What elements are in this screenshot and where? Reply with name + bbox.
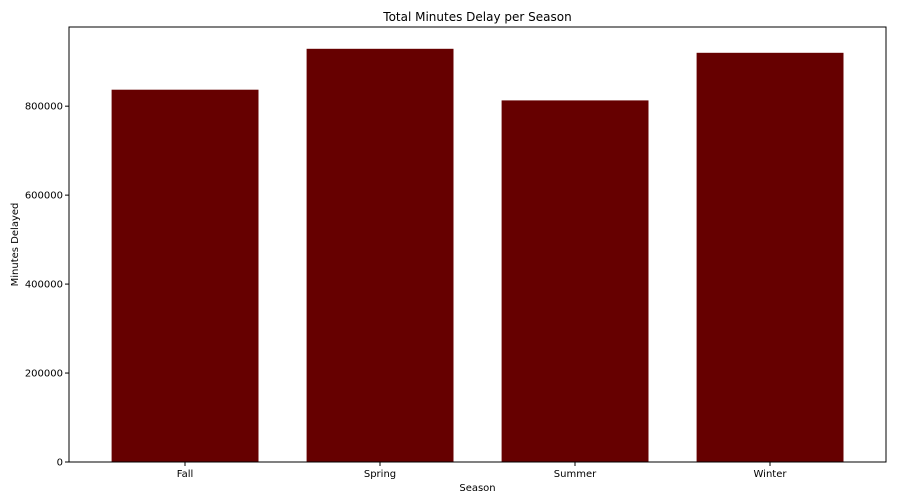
y-tick-label: 400000 (25, 280, 63, 291)
bar-winter (696, 52, 844, 463)
x-axis-title: Season (459, 483, 495, 494)
x-axis: Fall Spring Summer Winter (177, 462, 788, 480)
y-tick-label: 800000 (25, 102, 63, 113)
bars-layer (111, 48, 844, 463)
bar-spring (306, 48, 454, 463)
x-tick-label: Winter (754, 469, 788, 480)
x-tick-label: Spring (364, 469, 396, 480)
x-tick-label: Summer (554, 469, 597, 480)
chart-title: Total Minutes Delay per Season (382, 10, 571, 24)
bar-summer (501, 100, 649, 463)
y-axis: 0 200000 400000 600000 800000 (25, 102, 69, 469)
y-tick-label: 600000 (25, 191, 63, 202)
y-axis-title: Minutes Delayed (10, 203, 21, 287)
x-tick-label: Fall (177, 469, 194, 480)
bar-fall (111, 89, 259, 462)
y-tick-label: 0 (57, 458, 63, 469)
plot-area-frame (68, 26, 887, 463)
y-tick-label: 200000 (25, 369, 63, 380)
